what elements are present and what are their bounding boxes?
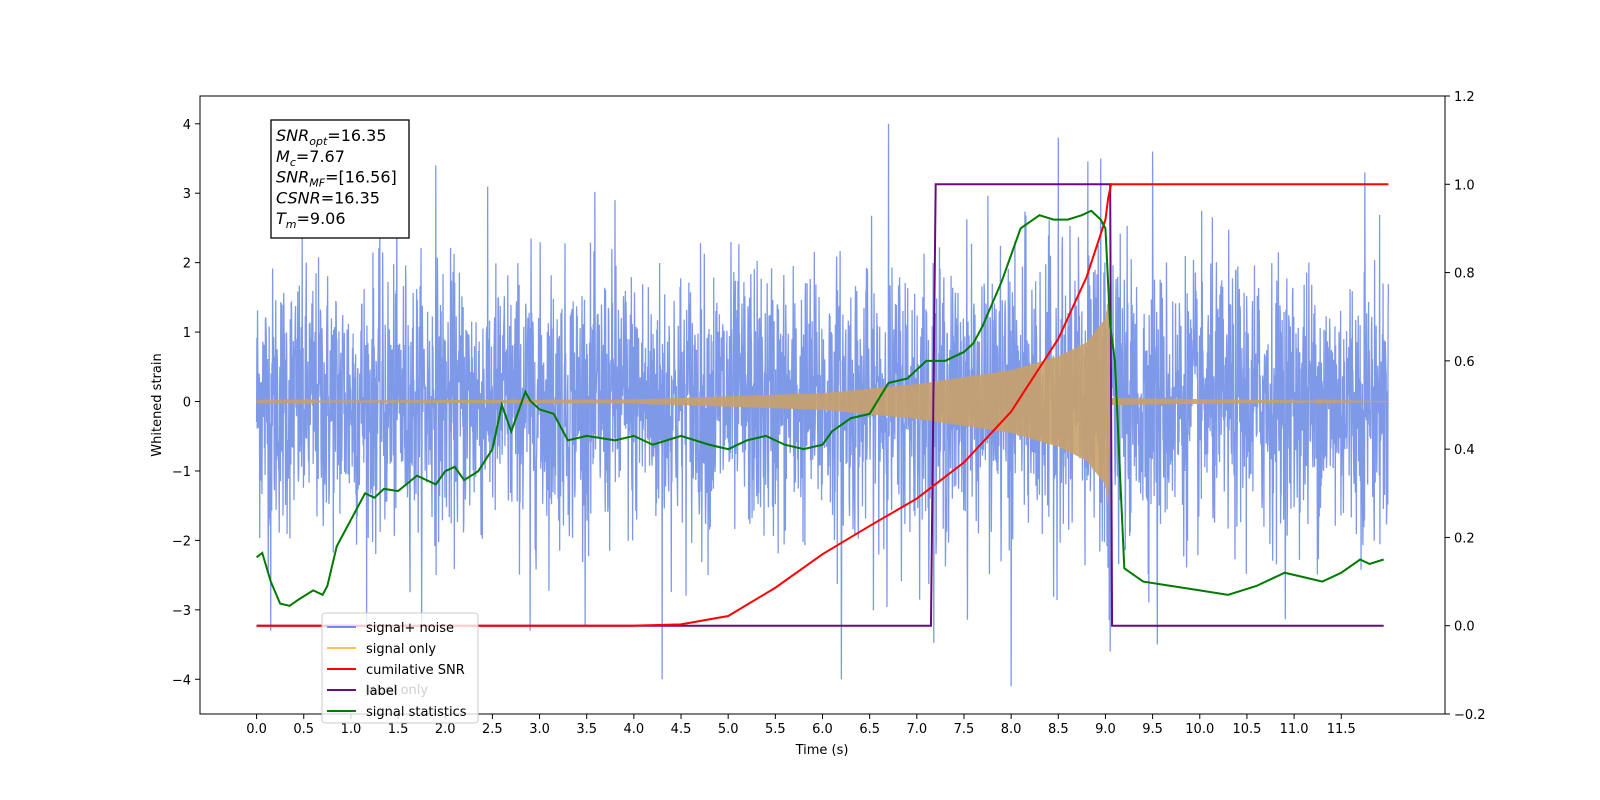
y-tick-label: −1	[172, 465, 191, 480]
x-tick-label: 5.0	[718, 722, 739, 737]
info-line: Tm=9.06	[276, 209, 346, 231]
series-cumulative-snr	[256, 183, 1389, 627]
legend-label: signal+ noise	[366, 621, 454, 636]
x-tick-label: 0.0	[246, 722, 267, 737]
y2-tick-label: 0.8	[1454, 267, 1475, 282]
series-signal-noise	[255, 123, 1390, 687]
legend-hidden-text: label only	[365, 683, 428, 698]
x-tick-label: 8.0	[1001, 722, 1022, 737]
x-tick-label: 3.0	[529, 722, 550, 737]
y2-tick-label: 0.4	[1454, 443, 1475, 458]
x-tick-label: 6.0	[812, 722, 833, 737]
x-tick-label: 8.5	[1048, 722, 1069, 737]
legend-label: cumilative SNR	[366, 663, 465, 678]
x-axis-label: Time (s)	[795, 743, 849, 758]
info-line: SNRMF=[16.56]	[276, 168, 397, 190]
legend: label only signal+ noise signal only cumil…	[321, 612, 479, 724]
series-label	[256, 183, 1384, 627]
x-tick-label: 1.0	[341, 722, 362, 737]
x-tick-label: 2.0	[435, 722, 456, 737]
y2-tick-label: 1.2	[1454, 90, 1475, 105]
x-tick-label: 7.0	[906, 722, 927, 737]
y-tick-label: 3	[183, 187, 191, 202]
y2-tick-label: 0.6	[1454, 355, 1475, 370]
y-tick-label: 2	[183, 257, 191, 272]
series-signal-only	[256, 297, 1389, 503]
series-signal-statistics	[255, 209, 1384, 607]
x-tick-label: 4.0	[624, 722, 645, 737]
info-line: SNRopt=16.35	[276, 126, 387, 148]
info-line: CSNR=16.35	[276, 188, 380, 207]
x-tick-label: 10.0	[1185, 722, 1214, 737]
y-tick-label: 0	[183, 396, 191, 411]
x-tick-label: 6.5	[859, 722, 880, 737]
x-tick-label: 1.5	[388, 722, 409, 737]
x-tick-label: 11.0	[1280, 722, 1309, 737]
x-tick-label: 7.5	[954, 722, 975, 737]
x-tick-label: 4.5	[671, 722, 692, 737]
x-tick-label: 0.5	[293, 722, 314, 737]
y-axis-label: Whitened strain	[150, 353, 165, 456]
y-tick-label: −3	[172, 604, 191, 619]
x-tick-label: 10.5	[1232, 722, 1261, 737]
y2-tick-label: 0.0	[1454, 620, 1475, 635]
legend-label: label	[366, 684, 397, 699]
y2-tick-label: 0.2	[1454, 531, 1475, 546]
x-tick-label: 2.5	[482, 722, 503, 737]
x-tick-label: 3.5	[576, 722, 597, 737]
y2-tick-label: −0.2	[1454, 708, 1486, 723]
legend-label: signal only	[366, 642, 436, 657]
x-tick-label: 9.5	[1142, 722, 1163, 737]
x-tick-label: 11.5	[1327, 722, 1356, 737]
y-tick-label: −2	[172, 534, 191, 549]
y-tick-label: 4	[183, 118, 191, 133]
info-box: SNRopt=16.35Mc=7.67SNRMF=[16.56]CSNR=16.…	[270, 119, 410, 239]
x-tick-label: 9.0	[1095, 722, 1116, 737]
info-line: Mc=7.67	[276, 147, 345, 169]
x-tick-label: 5.5	[765, 722, 786, 737]
y-tick-label: 1	[183, 326, 191, 341]
y-tick-label: −4	[172, 673, 191, 688]
y2-tick-label: 1.0	[1454, 178, 1475, 193]
legend-label: signal statistics	[366, 705, 467, 720]
